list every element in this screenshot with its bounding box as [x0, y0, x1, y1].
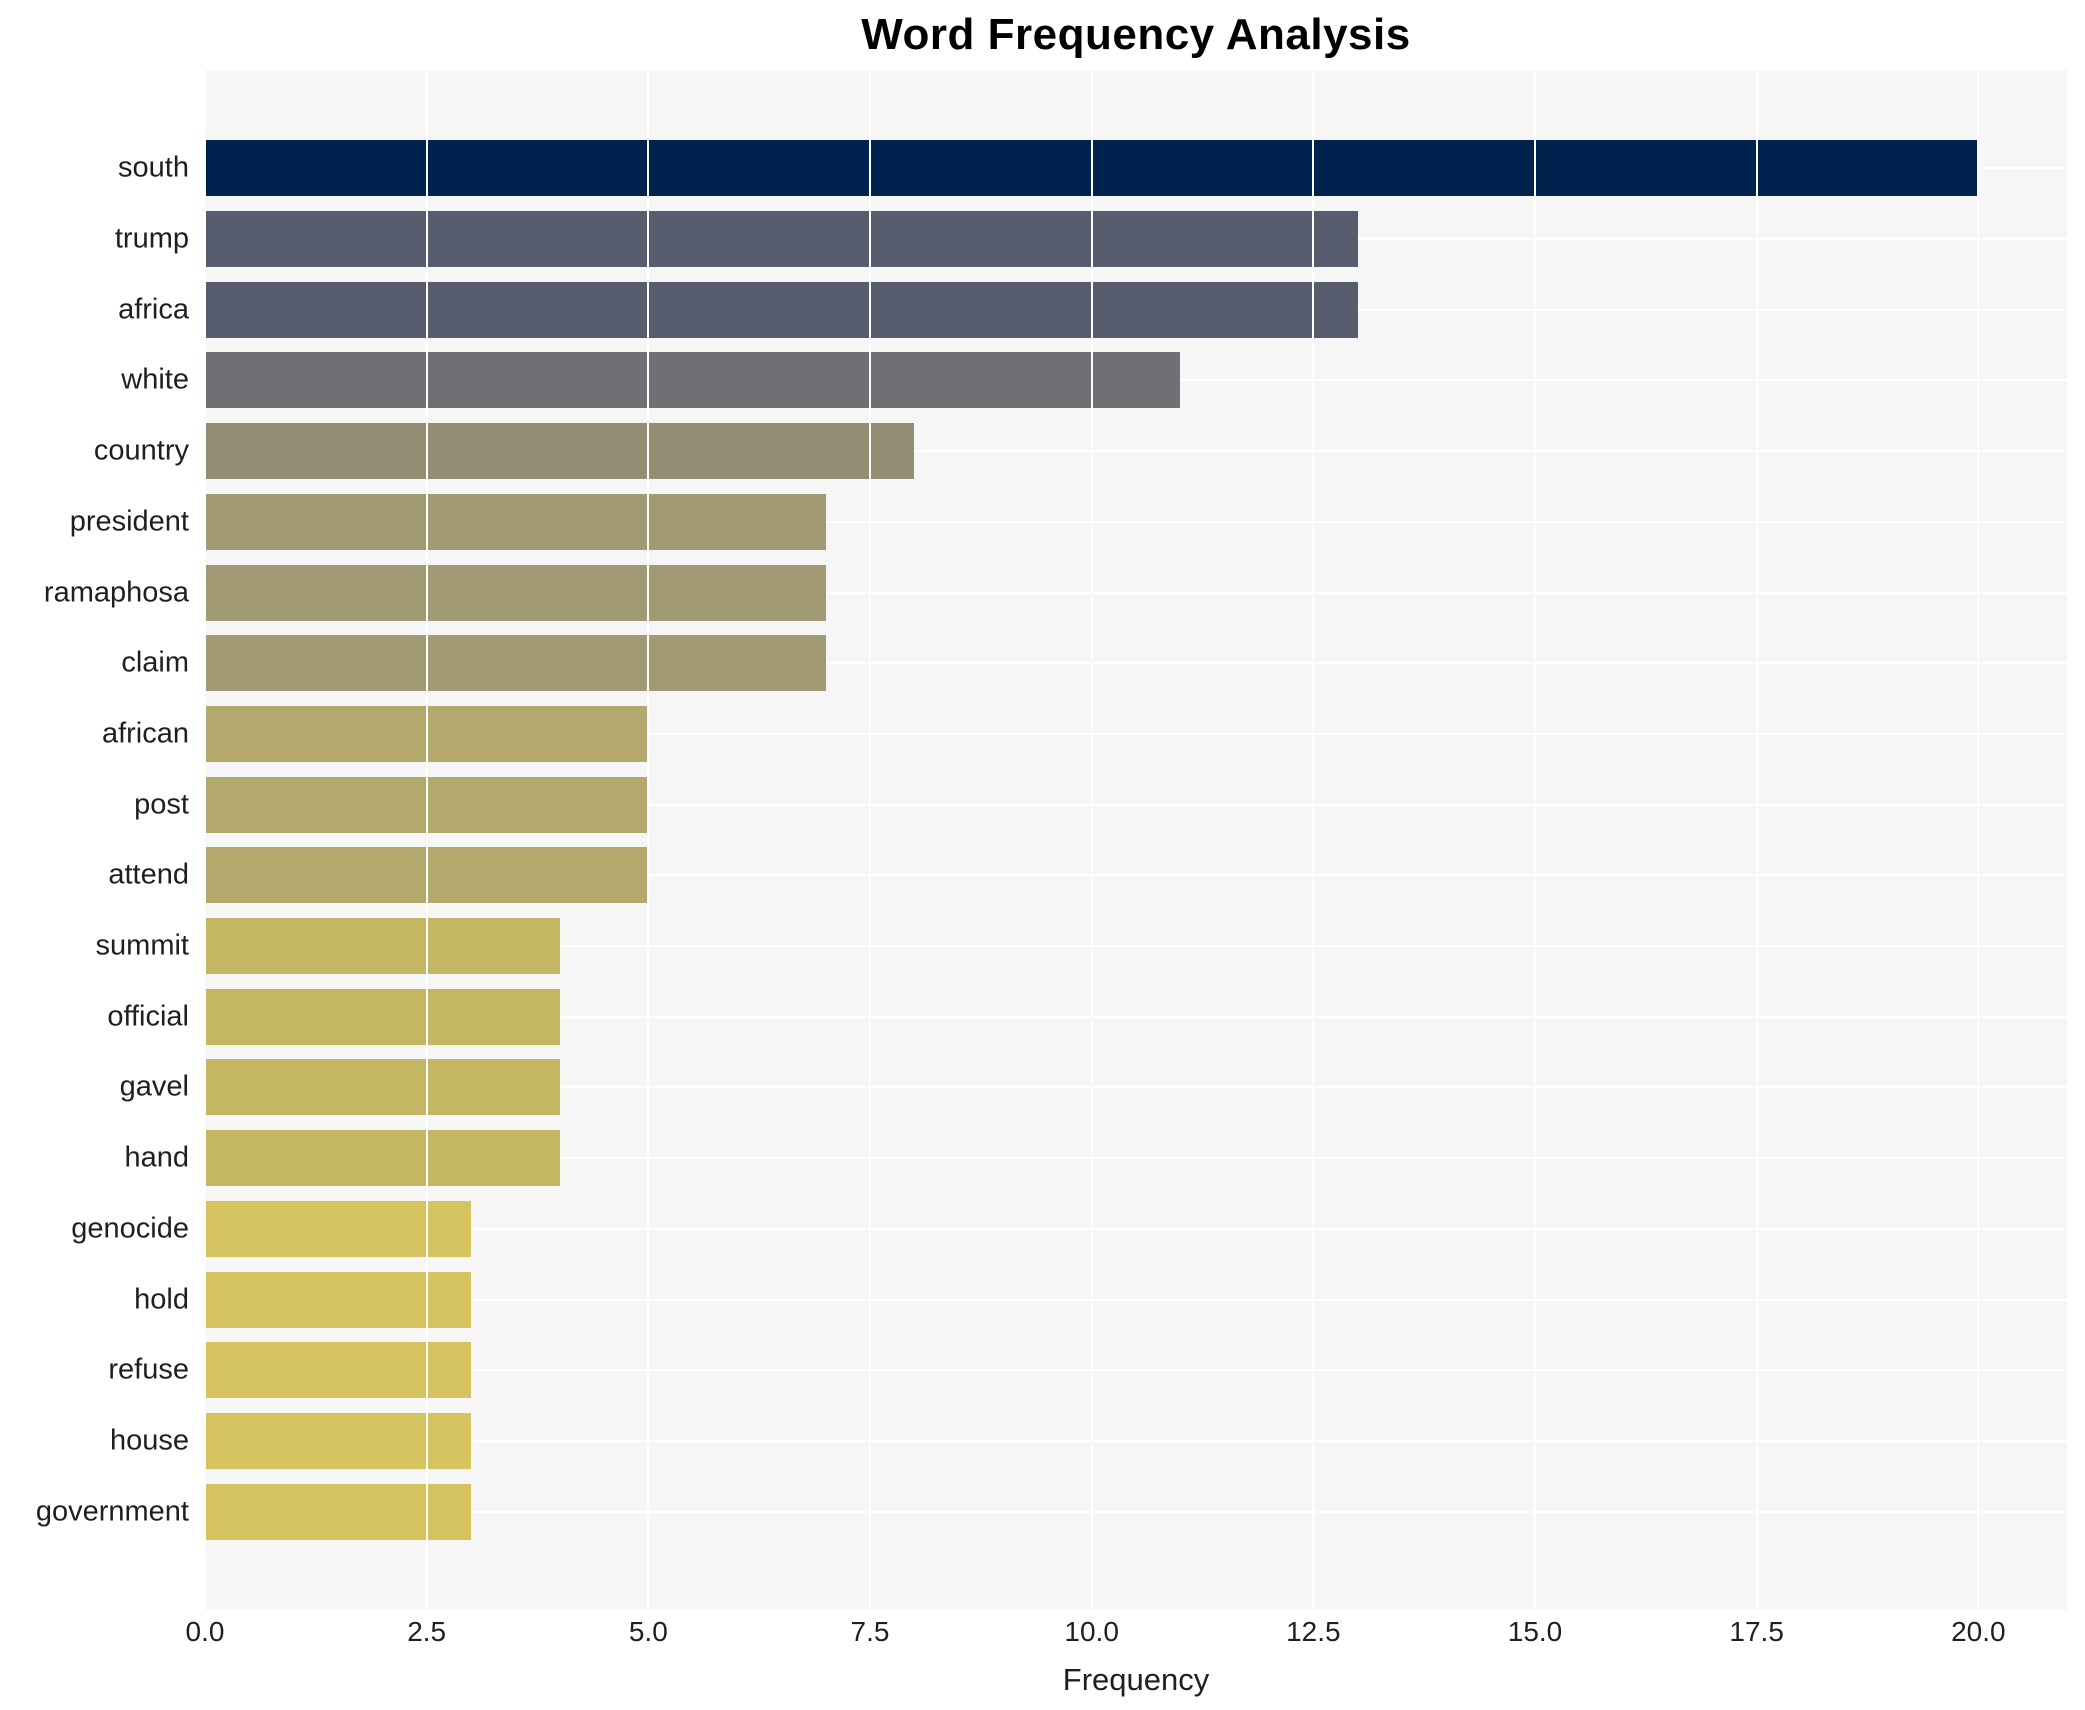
grid-line-vertical	[647, 70, 650, 1610]
grid-line-horizontal	[205, 732, 2067, 735]
bar-row: south	[118, 133, 2067, 204]
frequency-bar	[205, 281, 1358, 338]
category-label: official	[107, 1000, 189, 1033]
frequency-bar	[205, 1130, 560, 1187]
bar-rows-container: south trump africa white country preside…	[36, 70, 2067, 1610]
category-label: trump	[114, 222, 189, 255]
grid-line-horizontal	[205, 803, 2067, 806]
category-label: gavel	[119, 1070, 189, 1103]
grid-line-horizontal	[205, 1157, 2067, 1160]
x-tick-label: 15.0	[1507, 1616, 1563, 1647]
bar-row: hold	[134, 1264, 2067, 1335]
bar-row: africa	[118, 274, 2067, 345]
grid-line-vertical	[204, 70, 206, 1610]
grid-line-horizontal	[205, 1086, 2067, 1089]
bar-row: official	[107, 981, 2067, 1052]
chart-title: Word Frequency Analysis	[861, 10, 1411, 59]
category-label: hold	[134, 1283, 189, 1316]
frequency-bar	[205, 918, 560, 975]
plot-area: south trump africa white country preside…	[36, 70, 2067, 1610]
bar-row: president	[70, 487, 2067, 558]
grid-line-horizontal	[205, 874, 2067, 877]
grid-line-horizontal	[205, 1227, 2067, 1230]
category-label: attend	[108, 858, 189, 891]
category-label: african	[101, 717, 189, 750]
grid-line-horizontal	[205, 945, 2067, 948]
x-tick-label: 12.5	[1286, 1616, 1341, 1647]
category-label: genocide	[71, 1212, 189, 1245]
frequency-bar	[205, 1200, 471, 1257]
frequency-bar	[205, 635, 826, 692]
bar-row: government	[36, 1476, 2067, 1547]
bar-row: gavel	[120, 1052, 2067, 1123]
grid-line-vertical	[1977, 70, 1980, 1610]
grid-line-vertical	[1312, 70, 1315, 1610]
frequency-bar	[205, 1413, 471, 1469]
frequency-bar	[205, 493, 826, 550]
category-label: white	[121, 363, 189, 396]
bar-row: white	[121, 345, 2067, 416]
category-label: ramaphosa	[43, 576, 189, 609]
category-label: house	[109, 1424, 189, 1457]
grid-line-vertical	[1755, 70, 1758, 1610]
frequency-bar	[205, 423, 915, 480]
grid-line-vertical	[869, 70, 871, 1610]
category-label: country	[93, 434, 189, 467]
x-tick-label: 20.0	[1951, 1616, 2006, 1647]
grid-line-horizontal	[205, 450, 2067, 453]
grid-line-vertical	[425, 70, 428, 1610]
frequency-bar	[205, 1271, 471, 1328]
frequency-bar	[205, 564, 826, 621]
grid-line-horizontal	[205, 1298, 2067, 1301]
x-tick-label: 17.5	[1729, 1616, 1784, 1647]
grid-line-vertical	[1090, 70, 1093, 1610]
grid-line-horizontal	[205, 1369, 2067, 1372]
bar-row: house	[110, 1406, 2067, 1477]
bar-row: refuse	[108, 1335, 2067, 1406]
x-tick-label: 0.0	[185, 1616, 225, 1647]
x-tick-label: 7.5	[850, 1616, 890, 1647]
category-label: summit	[95, 929, 189, 962]
bar-row: trump	[115, 204, 2067, 275]
grid-line-horizontal	[205, 662, 2067, 665]
grid-line-horizontal	[205, 1510, 2067, 1513]
grid-line-horizontal	[205, 591, 2067, 594]
category-label: africa	[118, 293, 189, 326]
x-axis: 0.0 2.5 5.0 7.5 10.0 12.5 15.0 17.5 20.0	[186, 1616, 2067, 1656]
grid-line-horizontal	[205, 1015, 2067, 1018]
frequency-bar	[205, 1342, 471, 1399]
bar-row: hand	[124, 1123, 2067, 1194]
x-axis-label: Frequency	[1062, 1662, 1210, 1697]
frequency-bar	[205, 211, 1358, 268]
category-label: hand	[124, 1141, 189, 1174]
bar-row: attend	[108, 840, 2067, 911]
category-label: south	[118, 151, 189, 184]
bar-row: african	[102, 699, 2067, 770]
frequency-bar	[205, 1059, 560, 1116]
bar-row: ramaphosa	[44, 557, 2067, 628]
category-label: refuse	[108, 1353, 189, 1386]
frequency-bar	[205, 352, 1181, 409]
bar-row: post	[134, 769, 2067, 840]
frequency-bar	[205, 988, 560, 1045]
category-label: president	[69, 505, 189, 538]
bar-row: summit	[96, 911, 2067, 982]
bar-row: country	[94, 416, 2067, 487]
grid-line-horizontal	[205, 520, 2067, 523]
bar-row: claim	[121, 628, 2067, 699]
x-tick-label: 5.0	[628, 1616, 668, 1647]
bar-row: genocide	[71, 1194, 2067, 1265]
grid-line-horizontal	[205, 1440, 2067, 1442]
frequency-bar	[205, 1483, 471, 1540]
category-label: claim	[121, 646, 189, 679]
category-label: government	[35, 1495, 189, 1528]
x-tick-label: 10.0	[1064, 1616, 1119, 1647]
category-label: post	[134, 788, 189, 821]
x-tick-label: 2.5	[407, 1616, 447, 1647]
grid-line-vertical	[1534, 70, 1536, 1610]
